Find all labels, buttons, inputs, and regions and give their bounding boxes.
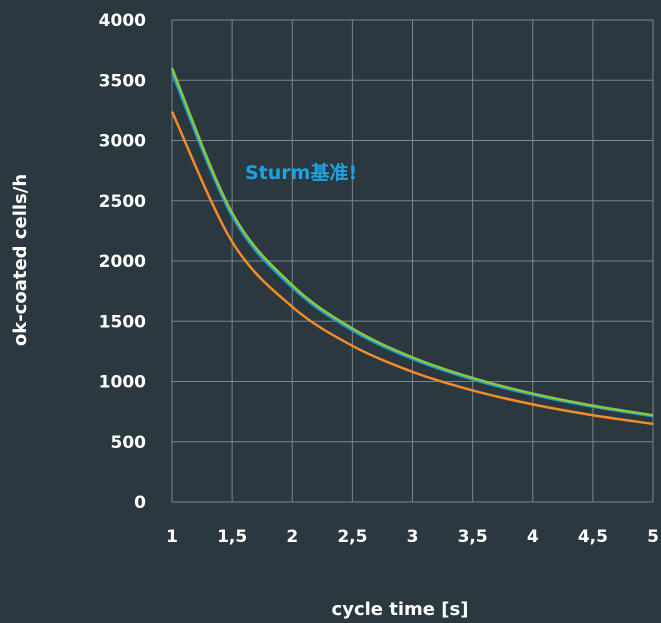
grid	[171, 19, 654, 503]
y-tick-label: 500	[111, 433, 147, 453]
x-tick-label: 4	[527, 527, 539, 547]
x-tick-label: 3	[407, 527, 419, 547]
y-tick-label: 3500	[99, 71, 146, 91]
series-line	[170, 67, 654, 417]
x-tick-label: 3,5	[458, 527, 488, 547]
x-tick-label: 1,5	[217, 527, 247, 547]
x-tick-label: 1	[166, 527, 178, 547]
y-tick-label: 2500	[99, 192, 146, 212]
x-tick-label: 4,5	[578, 527, 608, 547]
x-tick-labels: 1 1,5 2 2,5 3 3,5 4 4,5 5	[166, 527, 659, 547]
x-tick-label: 2	[286, 527, 298, 547]
x-axis-title: cycle time [s]	[332, 599, 469, 620]
y-tick-label: 4000	[99, 11, 146, 31]
y-tick-label: 3000	[99, 132, 146, 152]
y-axis-title: ok-coated cells/h	[10, 174, 31, 346]
x-tick-label: 5	[647, 527, 659, 547]
y-tick-label: 0	[134, 493, 146, 513]
series-lines	[170, 67, 654, 426]
annotation-text: Sturm基准!	[245, 161, 357, 184]
y-tick-labels: 0 500 1000 1500 2000 2500 3000 3500 4000	[99, 11, 146, 513]
y-tick-label: 2000	[99, 252, 146, 272]
series-line	[170, 111, 654, 426]
y-tick-label: 1000	[99, 373, 146, 393]
x-tick-label: 2,5	[337, 527, 367, 547]
y-tick-label: 1500	[99, 312, 146, 332]
